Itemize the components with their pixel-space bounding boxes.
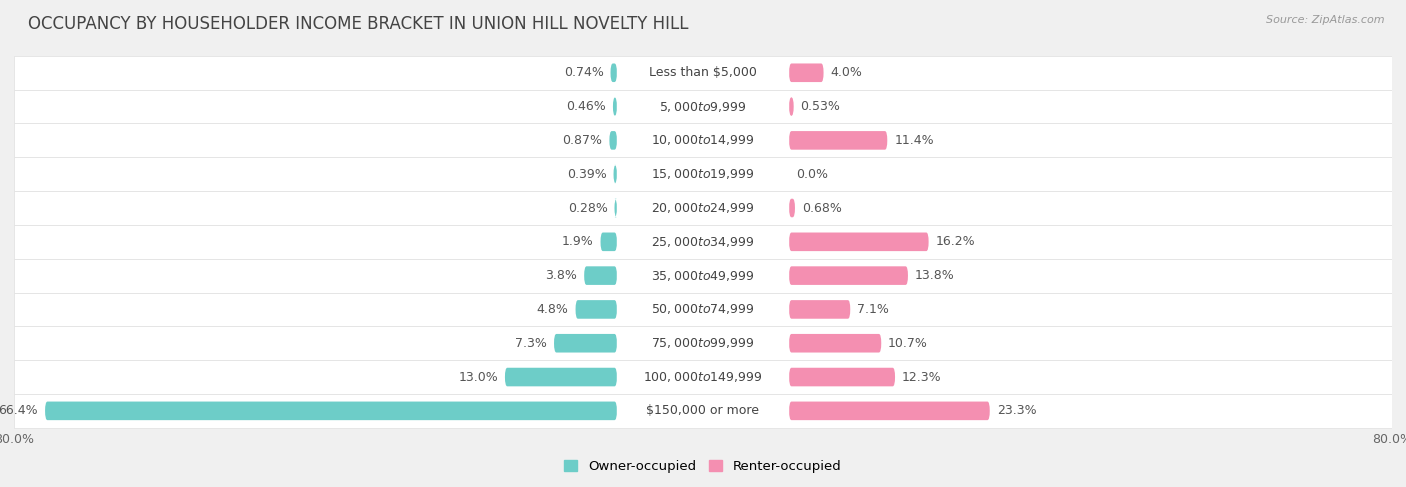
- FancyBboxPatch shape: [617, 402, 789, 420]
- Legend: Owner-occupied, Renter-occupied: Owner-occupied, Renter-occupied: [560, 455, 846, 478]
- Text: 66.4%: 66.4%: [0, 404, 38, 417]
- FancyBboxPatch shape: [789, 334, 882, 353]
- Text: $15,000 to $19,999: $15,000 to $19,999: [651, 167, 755, 181]
- FancyBboxPatch shape: [617, 368, 789, 386]
- FancyBboxPatch shape: [789, 402, 990, 420]
- FancyBboxPatch shape: [617, 165, 789, 184]
- FancyBboxPatch shape: [617, 97, 789, 116]
- FancyBboxPatch shape: [600, 232, 617, 251]
- Text: 13.8%: 13.8%: [915, 269, 955, 282]
- Bar: [14, 90, 1392, 124]
- FancyBboxPatch shape: [789, 232, 928, 251]
- Bar: [14, 394, 1392, 428]
- FancyBboxPatch shape: [610, 63, 617, 82]
- FancyBboxPatch shape: [789, 368, 896, 386]
- Text: 0.74%: 0.74%: [564, 66, 603, 79]
- Text: $35,000 to $49,999: $35,000 to $49,999: [651, 269, 755, 282]
- Text: $75,000 to $99,999: $75,000 to $99,999: [651, 336, 755, 350]
- Text: 4.0%: 4.0%: [831, 66, 862, 79]
- FancyBboxPatch shape: [613, 165, 617, 184]
- Text: 0.28%: 0.28%: [568, 202, 607, 214]
- Text: 11.4%: 11.4%: [894, 134, 934, 147]
- Text: Less than $5,000: Less than $5,000: [650, 66, 756, 79]
- Text: 3.8%: 3.8%: [546, 269, 578, 282]
- Bar: [14, 360, 1392, 394]
- Bar: [14, 259, 1392, 293]
- FancyBboxPatch shape: [45, 402, 617, 420]
- FancyBboxPatch shape: [617, 334, 789, 353]
- FancyBboxPatch shape: [617, 131, 789, 150]
- Text: 23.3%: 23.3%: [997, 404, 1036, 417]
- FancyBboxPatch shape: [613, 97, 617, 116]
- Bar: [14, 124, 1392, 157]
- Text: OCCUPANCY BY HOUSEHOLDER INCOME BRACKET IN UNION HILL NOVELTY HILL: OCCUPANCY BY HOUSEHOLDER INCOME BRACKET …: [28, 15, 689, 33]
- Bar: [14, 56, 1392, 90]
- FancyBboxPatch shape: [789, 63, 824, 82]
- Bar: [14, 157, 1392, 191]
- Text: 7.3%: 7.3%: [515, 337, 547, 350]
- Text: 12.3%: 12.3%: [901, 371, 942, 384]
- FancyBboxPatch shape: [583, 266, 617, 285]
- FancyBboxPatch shape: [505, 368, 617, 386]
- FancyBboxPatch shape: [617, 266, 789, 285]
- Text: 0.87%: 0.87%: [562, 134, 603, 147]
- Text: 0.46%: 0.46%: [567, 100, 606, 113]
- Text: 10.7%: 10.7%: [889, 337, 928, 350]
- Text: $5,000 to $9,999: $5,000 to $9,999: [659, 99, 747, 113]
- Text: 13.0%: 13.0%: [458, 371, 498, 384]
- Text: Source: ZipAtlas.com: Source: ZipAtlas.com: [1267, 15, 1385, 25]
- Text: 80.0%: 80.0%: [1372, 433, 1406, 446]
- Text: 0.53%: 0.53%: [800, 100, 841, 113]
- Text: $100,000 to $149,999: $100,000 to $149,999: [644, 370, 762, 384]
- FancyBboxPatch shape: [614, 199, 617, 217]
- FancyBboxPatch shape: [617, 300, 789, 318]
- Text: 80.0%: 80.0%: [0, 433, 34, 446]
- Text: $20,000 to $24,999: $20,000 to $24,999: [651, 201, 755, 215]
- Bar: [14, 326, 1392, 360]
- Text: 7.1%: 7.1%: [858, 303, 889, 316]
- FancyBboxPatch shape: [789, 300, 851, 318]
- Text: $50,000 to $74,999: $50,000 to $74,999: [651, 302, 755, 317]
- FancyBboxPatch shape: [617, 199, 789, 217]
- Text: $150,000 or more: $150,000 or more: [647, 404, 759, 417]
- FancyBboxPatch shape: [789, 199, 794, 217]
- FancyBboxPatch shape: [554, 334, 617, 353]
- FancyBboxPatch shape: [789, 266, 908, 285]
- Bar: [14, 191, 1392, 225]
- Text: $10,000 to $14,999: $10,000 to $14,999: [651, 133, 755, 148]
- Text: $25,000 to $34,999: $25,000 to $34,999: [651, 235, 755, 249]
- Text: 1.9%: 1.9%: [562, 235, 593, 248]
- FancyBboxPatch shape: [617, 232, 789, 251]
- FancyBboxPatch shape: [575, 300, 617, 318]
- Text: 16.2%: 16.2%: [935, 235, 976, 248]
- Text: 0.39%: 0.39%: [567, 168, 606, 181]
- FancyBboxPatch shape: [609, 131, 617, 150]
- FancyBboxPatch shape: [789, 131, 887, 150]
- Bar: [14, 293, 1392, 326]
- Text: 4.8%: 4.8%: [537, 303, 568, 316]
- Bar: [14, 225, 1392, 259]
- FancyBboxPatch shape: [617, 63, 789, 82]
- Text: 0.68%: 0.68%: [801, 202, 842, 214]
- FancyBboxPatch shape: [789, 97, 793, 116]
- Text: 0.0%: 0.0%: [796, 168, 828, 181]
